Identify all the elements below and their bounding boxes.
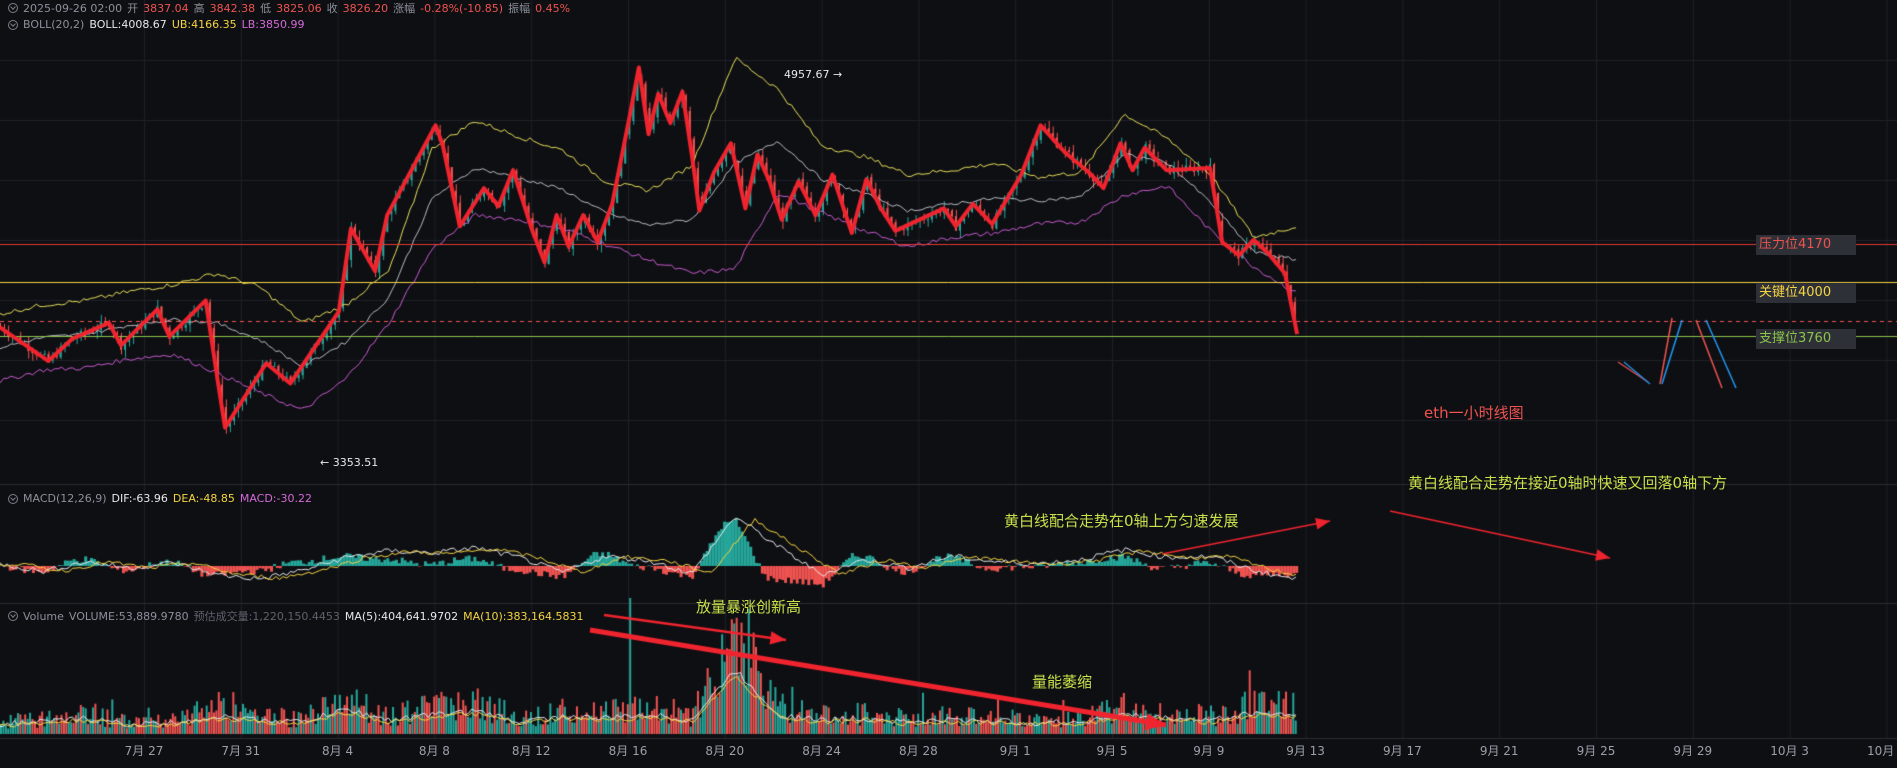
resistance-level-label: 压力位4170 — [1756, 235, 1856, 255]
x-tick-label: 8月 16 — [608, 744, 648, 758]
boll-info-row: BOLL(20,2) BOLL:4008.67 UB:4166.35 LB:38… — [8, 18, 304, 31]
x-tick-label: 9月 17 — [1383, 744, 1422, 758]
boll-indicator-name[interactable]: BOLL(20,2) — [23, 18, 85, 31]
x-tick-label: 7月 31 — [221, 744, 261, 758]
amplitude-value: 0.45% — [535, 1, 571, 15]
low-price-label: ← 3353.51 — [320, 456, 379, 469]
candle-info-row: 2025-09-26 02:00 开 3837.04 高 3842.38 低 3… — [8, 0, 570, 16]
macd-dif-value: DIF:-63.96 — [111, 492, 168, 505]
x-tick-label: 8月 20 — [705, 744, 745, 758]
macd-note-uptrend: 黄白线配合走势在0轴上方匀速发展 — [1004, 512, 1239, 530]
collapse-icon[interactable] — [8, 611, 18, 621]
open-value: 3837.04 — [143, 1, 189, 15]
chart-title-annotation: eth一小时线图 — [1424, 404, 1524, 422]
volume-estimate: 预估成交量:1,220,150.4453 — [193, 610, 340, 623]
volume-info-row: Volume VOLUME:53,889.9780 预估成交量:1,220,15… — [8, 608, 583, 624]
x-tick-label: 10月 7 — [1867, 744, 1897, 758]
candle-datetime: 2025-09-26 02:00 — [23, 1, 123, 15]
x-tick-label: 9月 25 — [1576, 744, 1616, 758]
boll-mid-value: BOLL:4008.67 — [89, 18, 167, 31]
volume-ma10: MA(10):383,164.5831 — [463, 609, 584, 623]
volume-value: VOLUME:53,889.9780 — [68, 609, 189, 623]
key-level-label: 关键位4000 — [1756, 283, 1856, 303]
close-value: 3826.20 — [342, 1, 389, 15]
open-label: 开 — [127, 2, 139, 15]
x-tick-label: 9月 21 — [1479, 744, 1519, 758]
high-value: 3842.38 — [209, 1, 256, 15]
volume-note-surge: 放量暴涨创新高 — [696, 598, 802, 616]
x-tick-label: 9月 5 — [1096, 744, 1128, 758]
x-tick-label: 8月 28 — [899, 744, 938, 758]
low-label: 低 — [260, 2, 272, 15]
support-level-label: 支撑位3760 — [1756, 329, 1856, 349]
macd-indicator-name[interactable]: MACD(12,26,9) — [23, 492, 107, 505]
volume-ma5: MA(5):404,641.9702 — [344, 609, 459, 623]
x-tick-label: 8月 4 — [322, 744, 354, 758]
x-tick-label: 9月 9 — [1193, 744, 1225, 758]
x-tick-label: 9月 29 — [1673, 744, 1713, 758]
boll-lower-value: LB:3850.99 — [241, 18, 305, 31]
x-tick-label: 8月 12 — [511, 744, 551, 758]
macd-hist-value: MACD:-30.22 — [239, 492, 312, 505]
macd-note-fallback: 黄白线配合走势在接近0轴时快速又回落0轴下方 — [1408, 474, 1728, 492]
macd-dea-value: DEA:-48.85 — [172, 492, 235, 505]
x-tick-label: 8月 24 — [802, 744, 841, 758]
close-label: 收 — [326, 2, 338, 15]
macd-info-row: MACD(12,26,9) DIF:-63.96 DEA:-48.85 MACD… — [8, 492, 312, 505]
boll-upper-value: UB:4166.35 — [171, 18, 237, 31]
x-tick-label: 9月 13 — [1286, 744, 1325, 758]
x-tick-label: 9月 1 — [999, 744, 1031, 758]
volume-indicator-name[interactable]: Volume — [23, 609, 64, 623]
x-tick-label: 8月 8 — [418, 744, 450, 758]
collapse-icon[interactable] — [8, 3, 18, 13]
change-value: -0.28%(-10.85) — [420, 1, 504, 15]
volume-note-shrink: 量能萎缩 — [1032, 673, 1093, 691]
low-value: 3825.06 — [276, 1, 322, 15]
collapse-icon[interactable] — [8, 493, 18, 504]
high-label: 高 — [193, 2, 205, 15]
high-price-label: 4957.67 → — [784, 68, 843, 81]
amplitude-label: 振幅 — [508, 2, 531, 15]
x-tick-label: 7月 27 — [124, 744, 164, 758]
x-tick-label: 10月 3 — [1770, 744, 1809, 758]
change-label: 涨幅 — [393, 2, 416, 15]
collapse-icon[interactable] — [8, 19, 18, 30]
